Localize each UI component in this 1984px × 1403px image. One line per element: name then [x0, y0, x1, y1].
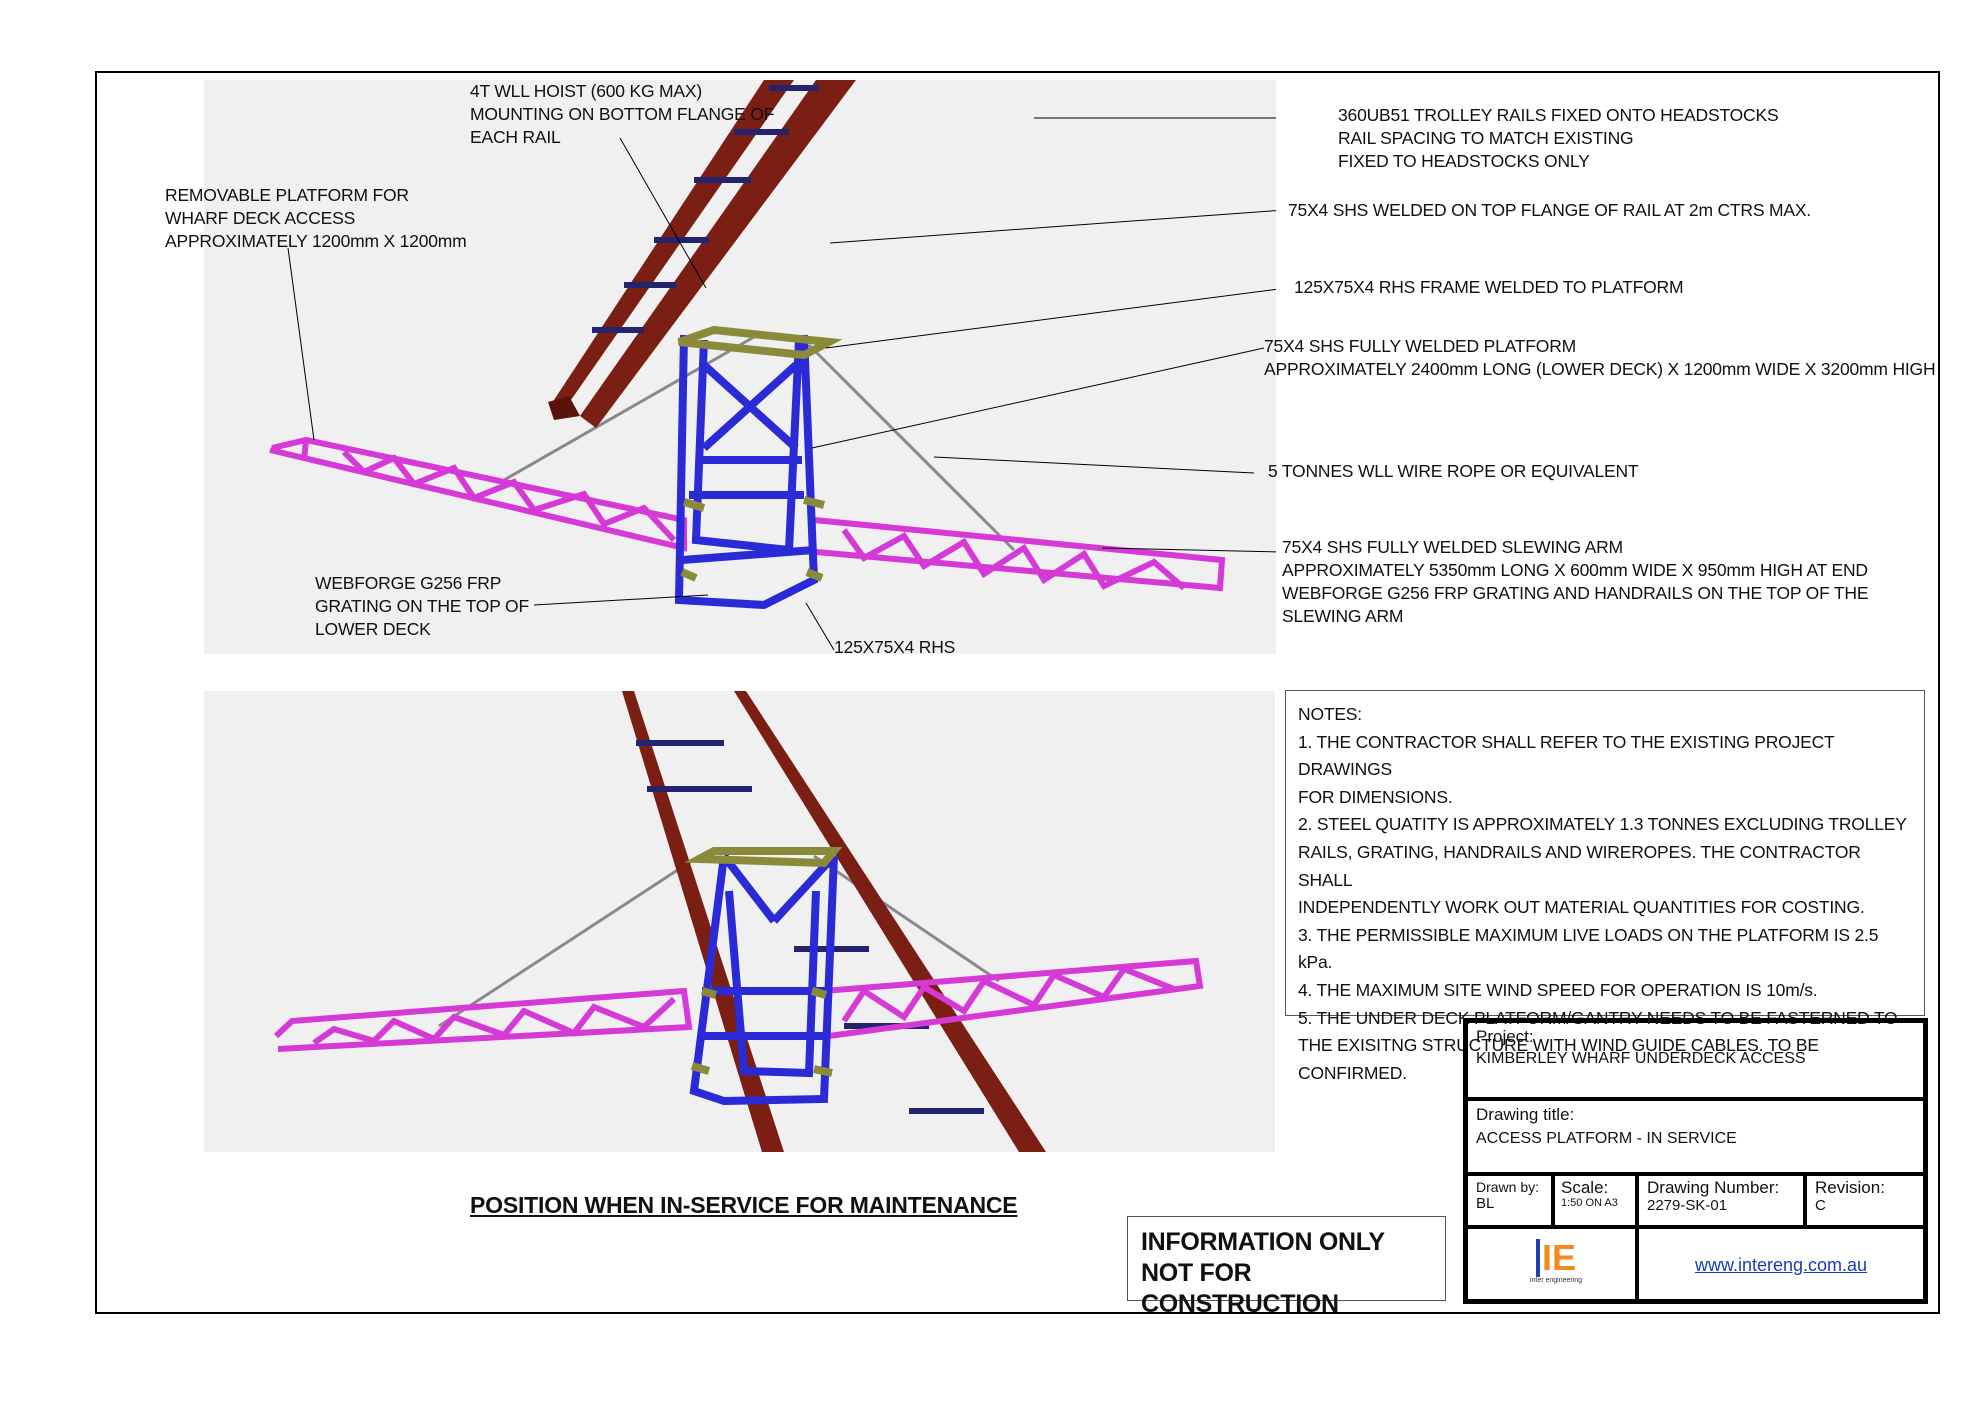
callout-hoist: 4T WLL HOIST (600 KG MAX) MOUNTING ON BO… [470, 81, 775, 147]
drawing-number-cell: Drawing Number: 2279-SK-01 [1637, 1174, 1805, 1227]
drawing-number-value: 2279-SK-01 [1647, 1197, 1728, 1214]
drawing-title-cell: Drawing title: ACCESS PLATFORM - IN SERV… [1466, 1099, 1925, 1174]
bottom-3d-view [204, 691, 1275, 1152]
notes-title: NOTES: [1298, 704, 1362, 724]
callout-trolley-rails: 360UB51 TROLLEY RAILS FIXED ONTO HEADSTO… [1338, 105, 1779, 171]
note-line: RAILS, GRATING, HANDRAILS AND WIREROPES.… [1298, 841, 1861, 890]
project-value: KIMBERLEY WHARF UNDERDECK ACCESS [1476, 1050, 1806, 1067]
drawn-by-cell: Drawn by: BL [1466, 1174, 1553, 1227]
top-structure-drawing [269, 80, 1324, 651]
logo-mark: IE [1535, 1239, 1576, 1277]
revision-value: C [1815, 1197, 1826, 1214]
title-block: Project: KIMBERLEY WHARF UNDERDECK ACCES… [1463, 1018, 1928, 1304]
website-link[interactable]: www.intereng.com.au [1694, 1255, 1868, 1275]
note-line: 3. THE PERMISSIBLE MAXIMUM LIVE LOADS ON… [1298, 924, 1879, 973]
view-heading: POSITION WHEN IN-SERVICE FOR MAINTENANCE [470, 1192, 1018, 1218]
logo-cell: IE inter engineering [1466, 1227, 1637, 1301]
note-line: FOR DIMENSIONS. [1298, 786, 1453, 807]
revision-label: Revision: [1815, 1178, 1885, 1197]
project-label: Project: [1476, 1027, 1534, 1046]
drawing-title-value: ACCESS PLATFORM - IN SERVICE [1476, 1130, 1737, 1147]
project-cell: Project: KIMBERLEY WHARF UNDERDECK ACCES… [1466, 1021, 1925, 1099]
note-line: 4. THE MAXIMUM SITE WIND SPEED FOR OPERA… [1298, 979, 1818, 1000]
note-line: INDEPENDENTLY WORK OUT MATERIAL QUANTITI… [1298, 897, 1865, 918]
stamp-line-2: NOT FOR CONSTRUCTION [1141, 1259, 1339, 1318]
callout-welded-platform: 75X4 SHS FULLY WELDED PLATFORM APPROXIMA… [1264, 336, 1936, 379]
logo: IE inter engineering [1526, 1239, 1586, 1295]
note-line: THE EXISITNG STRUCTURE WITH WIND GUIDE C… [1298, 1035, 1819, 1083]
notes-box: NOTES: 1. THE CONTRACTOR SHALL REFER TO … [1285, 690, 1925, 1083]
information-only-stamp: INFORMATION ONLY NOT FOR CONSTRUCTION [1127, 1216, 1446, 1318]
callout-removable-platform: REMOVABLE PLATFORM FOR WHARF DECK ACCESS… [165, 185, 467, 251]
drawing-number-label: Drawing Number: [1647, 1178, 1780, 1197]
note-line: 1. THE CONTRACTOR SHALL REFER TO THE EXI… [1298, 731, 1835, 780]
scale-label: Scale: [1561, 1178, 1609, 1197]
bottom-structure-drawing [273, 691, 1204, 1152]
callout-shs-top-flange: 75X4 SHS WELDED ON TOP FLANGE OF RAIL AT… [1288, 200, 1811, 220]
scale-cell: Scale: 1:50 ON A3 [1553, 1174, 1637, 1227]
website-cell: www.intereng.com.au [1637, 1227, 1925, 1301]
callout-grating: WEBFORGE G256 FRP GRATING ON THE TOP OF … [315, 573, 529, 639]
callout-rhs: 125X75X4 RHS [834, 637, 956, 657]
callout-wire-rope: 5 TONNES WLL WIRE ROPE OR EQUIVALENT [1268, 461, 1639, 481]
top-3d-view [204, 80, 1324, 654]
drawing-title-label: Drawing title: [1476, 1105, 1575, 1124]
scale-value: 1:50 ON A3 [1561, 1197, 1618, 1209]
stamp-line-1: INFORMATION ONLY [1141, 1228, 1385, 1256]
drawn-by-value: BL [1476, 1195, 1495, 1212]
drawn-by-label: Drawn by: [1476, 1179, 1540, 1195]
callout-slewing-arm: 75X4 SHS FULLY WELDED SLEWING ARM APPROX… [1282, 537, 1869, 626]
logo-caption: inter engineering [1529, 1277, 1583, 1284]
callout-rhs-frame: 125X75X4 RHS FRAME WELDED TO PLATFORM [1294, 277, 1684, 297]
note-line: 2. STEEL QUATITY IS APPROXIMATELY 1.3 TO… [1298, 814, 1907, 835]
drawing-border [95, 71, 1940, 1314]
revision-cell: Revision: C [1805, 1174, 1925, 1227]
